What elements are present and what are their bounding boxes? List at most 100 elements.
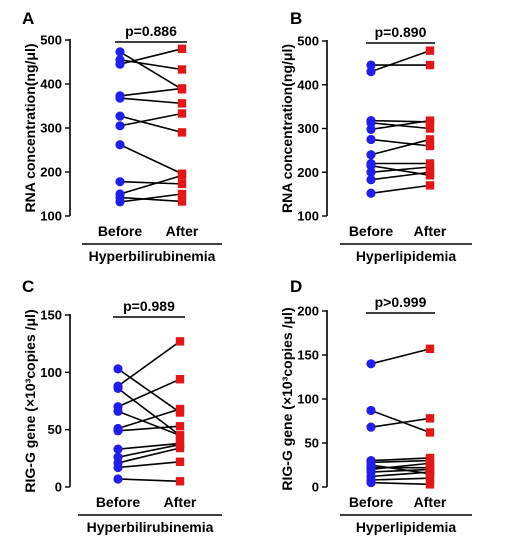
before-point xyxy=(366,161,376,171)
y-axis-label: RIG-G gene (×10³copies /μl) xyxy=(279,307,295,490)
pair-connector-line xyxy=(117,410,181,437)
after-point xyxy=(177,171,187,180)
pair-connector-line xyxy=(119,115,183,134)
after-point xyxy=(177,99,187,108)
before-point xyxy=(366,405,376,416)
x-category-label: After xyxy=(164,494,197,510)
after-point xyxy=(177,197,187,206)
y-tick-label: 100 xyxy=(40,209,62,224)
y-tick-label: 50 xyxy=(48,422,62,437)
pair-connector-line xyxy=(370,471,431,478)
after-point xyxy=(425,474,435,483)
y-tick-label: 500 xyxy=(297,34,319,49)
pair-connector-line xyxy=(370,119,431,131)
pair-connector-line xyxy=(117,442,181,450)
y-tick-label: 300 xyxy=(297,121,319,136)
group-label: Hyperlipidemia xyxy=(356,248,457,264)
after-point xyxy=(177,179,187,189)
y-tick-label: 150 xyxy=(297,348,319,363)
before-point xyxy=(366,478,376,488)
y-tick-label: 200 xyxy=(297,165,319,180)
pair-connector-line xyxy=(370,417,431,428)
after-point xyxy=(175,422,185,431)
before-point xyxy=(366,167,376,177)
pair-connector-line xyxy=(119,196,183,203)
x-category-label: Before xyxy=(349,494,394,510)
pair-connector-line xyxy=(370,49,431,73)
y-tick-label: 400 xyxy=(40,77,62,92)
pair-connector-line xyxy=(370,468,431,473)
pair-connector-line xyxy=(119,180,183,185)
pair-connector-line xyxy=(370,138,431,156)
before-point xyxy=(115,93,125,103)
pair-connector-line xyxy=(370,166,431,174)
y-tick-label: 100 xyxy=(297,392,319,407)
pair-connector-line xyxy=(117,408,181,430)
p-value-label: p=0.989 xyxy=(123,298,175,314)
after-point xyxy=(177,44,187,53)
group-label: Hyperlipidemia xyxy=(356,519,457,535)
pair-connector-line xyxy=(370,481,431,486)
pair-connector-line xyxy=(119,48,183,65)
y-axis-label: RNA concentration(ng/μl) xyxy=(279,44,295,213)
after-point xyxy=(425,162,435,172)
after-point xyxy=(425,116,435,125)
pair-connector-line xyxy=(117,340,181,387)
after-point xyxy=(425,428,435,437)
x-category-label: Before xyxy=(98,223,143,239)
after-point xyxy=(175,404,185,414)
x-category-label: Before xyxy=(349,223,394,239)
y-tick-label: 300 xyxy=(40,121,62,136)
y-tick-label: 150 xyxy=(40,308,62,323)
after-point xyxy=(425,168,435,177)
y-tick-label: 400 xyxy=(297,77,319,92)
y-tick-label: 100 xyxy=(297,209,319,224)
before-point xyxy=(115,121,125,131)
after-point xyxy=(175,431,185,440)
after-point xyxy=(425,344,435,354)
before-point xyxy=(113,474,123,484)
panel-letter: A xyxy=(22,9,34,28)
pair-connector-line xyxy=(119,112,183,127)
pair-connector-line xyxy=(117,478,181,483)
after-point xyxy=(425,480,435,489)
before-point xyxy=(113,364,123,374)
pair-connector-line xyxy=(117,447,181,464)
pair-connector-line xyxy=(119,51,183,90)
pair-connector-line xyxy=(370,184,431,195)
before-point xyxy=(366,60,376,70)
before-point xyxy=(115,197,125,207)
after-point xyxy=(175,457,185,466)
pair-connector-line xyxy=(370,457,431,462)
before-point xyxy=(113,426,123,436)
pair-connector-line xyxy=(119,87,183,97)
after-point xyxy=(425,135,435,144)
x-category-label: After xyxy=(414,223,447,239)
pair-connector-line xyxy=(117,460,181,469)
before-point xyxy=(115,47,125,57)
y-axis-label: RNA concentration(ng/μl) xyxy=(22,43,38,212)
y-tick-label: 0 xyxy=(55,480,62,495)
after-point xyxy=(175,443,185,453)
before-point xyxy=(113,383,123,393)
after-point xyxy=(177,128,187,137)
after-point xyxy=(175,375,185,384)
y-tick-label: 50 xyxy=(305,436,319,451)
before-point xyxy=(113,462,123,473)
pair-connector-line xyxy=(117,425,181,432)
after-point xyxy=(425,181,435,190)
y-tick-label: 100 xyxy=(40,365,62,380)
p-value-label: p=0.886 xyxy=(125,23,177,39)
after-point xyxy=(177,109,187,118)
y-tick-label: 500 xyxy=(40,33,62,48)
after-point xyxy=(425,141,435,151)
x-category-label: After xyxy=(414,494,447,510)
after-point xyxy=(177,65,187,74)
before-point xyxy=(366,67,376,77)
x-category-label: Before xyxy=(96,494,141,510)
group-label: Hyperbilirubinemia xyxy=(89,248,216,264)
